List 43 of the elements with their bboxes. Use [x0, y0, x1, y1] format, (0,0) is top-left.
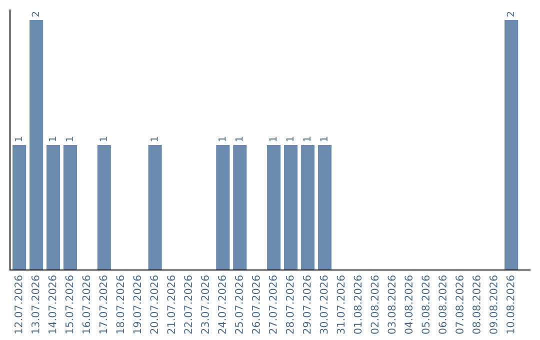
data-label: 2 [506, 12, 514, 17]
x-tick-label: 25.07.2026 [235, 276, 243, 334]
x-tick-label: 05.08.2026 [422, 276, 430, 334]
x-tick-label: 27.07.2026 [268, 276, 277, 334]
data-label: 2 [32, 12, 39, 17]
x-tick-label: 18.07.2026 [116, 276, 124, 334]
data-label: 1 [150, 136, 158, 142]
x-tick-label: 04.08.2026 [404, 276, 413, 334]
data-label: 1 [48, 136, 56, 142]
data-label: 1 [14, 136, 22, 142]
x-tick-label: 21.07.2026 [167, 276, 176, 334]
x-tick-label: 22.07.2026 [184, 276, 192, 334]
data-label: 1 [320, 136, 328, 142]
x-tick-label: 14.07.2026 [48, 276, 56, 334]
x-tick-label: 31.07.2026 [336, 276, 345, 334]
x-tick-label: 12.07.2026 [14, 276, 22, 334]
x-tick-label: 29.07.2026 [302, 276, 311, 334]
x-tick-label: 24.07.2026 [218, 276, 226, 334]
x-tick-label: 16.07.2026 [82, 276, 90, 334]
data-label: 1 [235, 136, 243, 142]
x-tick-label: 20.07.2026 [150, 276, 158, 334]
x-tick-label: 06.08.2026 [438, 276, 446, 334]
x-tick-label: 30.07.2026 [320, 276, 328, 334]
data-label: 1 [269, 136, 276, 142]
x-tick-label: 17.07.2026 [99, 276, 108, 334]
x-tick-label: 15.07.2026 [65, 276, 74, 334]
x-tick-label: 28.07.2026 [286, 276, 294, 334]
x-tick-label: 26.07.2026 [252, 276, 260, 334]
data-label: 1 [218, 136, 226, 142]
data-label: 1 [66, 136, 73, 142]
x-tick-label: 13.07.2026 [31, 276, 40, 334]
x-tick-label: 10.08.2026 [506, 276, 514, 334]
x-tick-label: 23.07.2026 [201, 276, 209, 334]
x-tick-label: 08.08.2026 [472, 276, 480, 334]
x-tick-label: 09.08.2026 [490, 276, 498, 334]
x-tick-label: 07.08.2026 [456, 276, 464, 334]
data-label: 1 [286, 136, 294, 142]
x-tick-label: 02.08.2026 [370, 276, 379, 334]
data-label: 1 [303, 136, 310, 142]
x-tick-label: 01.08.2026 [354, 276, 362, 334]
x-tick-label: 03.08.2026 [388, 276, 396, 334]
data-label: 1 [100, 136, 107, 142]
x-tick-label: 19.07.2026 [133, 276, 142, 334]
